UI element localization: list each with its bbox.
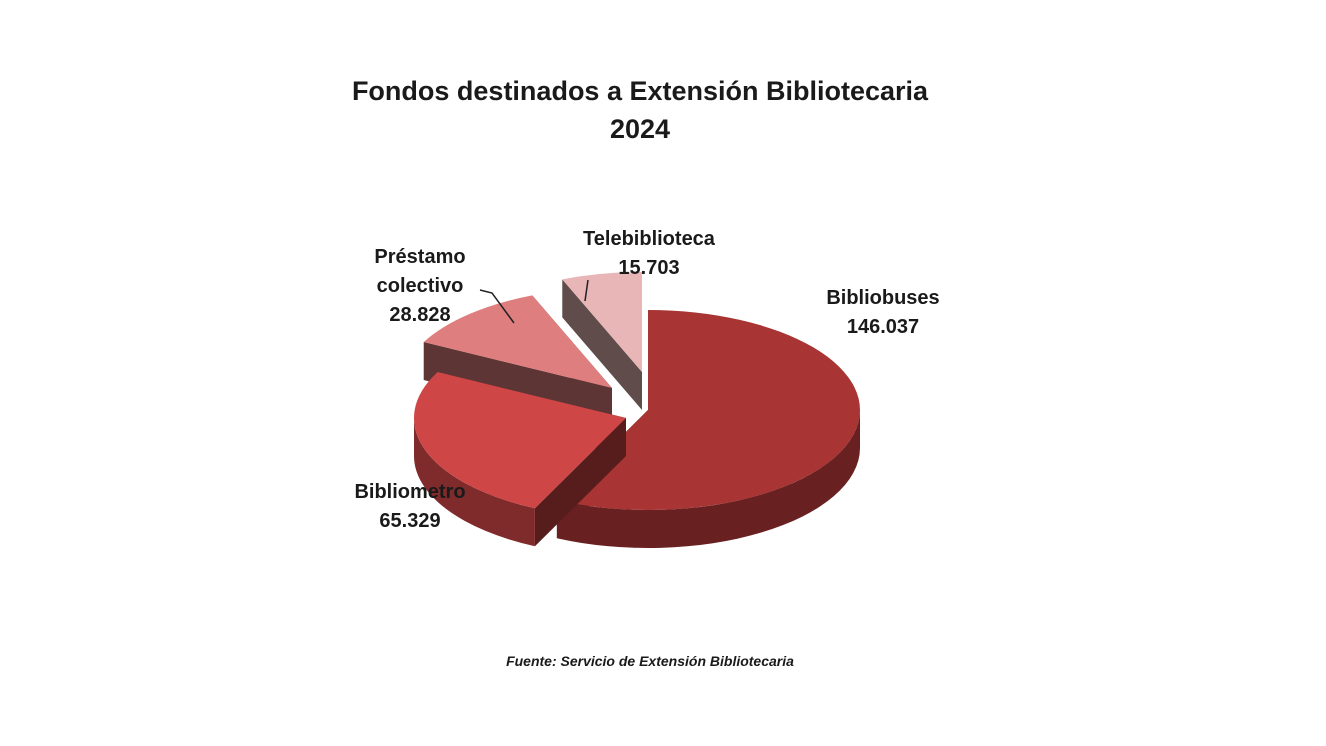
leader-line-prestamo — [479, 289, 515, 324]
slice-label-value: 146.037 — [846, 316, 920, 338]
slice-label-prestamo-colectivo: Préstamo colectivo 28.828 — [358, 243, 482, 330]
slice-label-name: Telebiblioteca — [583, 228, 715, 250]
slice-label-telebiblioteca: Telebiblioteca 15.703 — [560, 225, 738, 283]
chart-title-text: Fondos destinados a Extensión Biblioteca… — [351, 76, 929, 106]
slice-label-value: 15.703 — [618, 257, 680, 279]
pie-slice-top — [562, 272, 642, 372]
pie-slice-top — [414, 372, 626, 509]
slice-label-name: Bibliobuses — [826, 287, 940, 309]
pie-slice-bibliometro — [414, 372, 626, 547]
slice-label-name: Bibliometro — [354, 481, 466, 503]
pie-slice-wall — [562, 279, 642, 410]
slice-label-name: Préstamo — [374, 246, 466, 268]
slice-label-bibliobuses: Bibliobuses 146.037 — [798, 284, 968, 342]
pie-slice-rim — [414, 418, 535, 547]
slice-label-bibliometro: Bibliometro 65.329 — [330, 478, 490, 536]
source-note: Fuente: Servicio de Extensión Biblioteca… — [506, 653, 794, 669]
slice-label-name-line2: colectivo — [376, 275, 464, 297]
pie-slice-top — [556, 310, 861, 510]
chart-subtitle: 2024 — [609, 114, 671, 144]
slice-label-value: 28.828 — [389, 304, 451, 326]
pie-slice-top — [423, 295, 612, 388]
pie-slice-telebiblioteca — [562, 272, 642, 410]
pie-slice-rim — [556, 410, 861, 548]
chart-title: Fondos destinados a Extensión Biblioteca… — [0, 72, 1280, 148]
slice-label-value: 65.329 — [379, 510, 441, 532]
leader-line-telebiblioteca — [584, 279, 589, 302]
